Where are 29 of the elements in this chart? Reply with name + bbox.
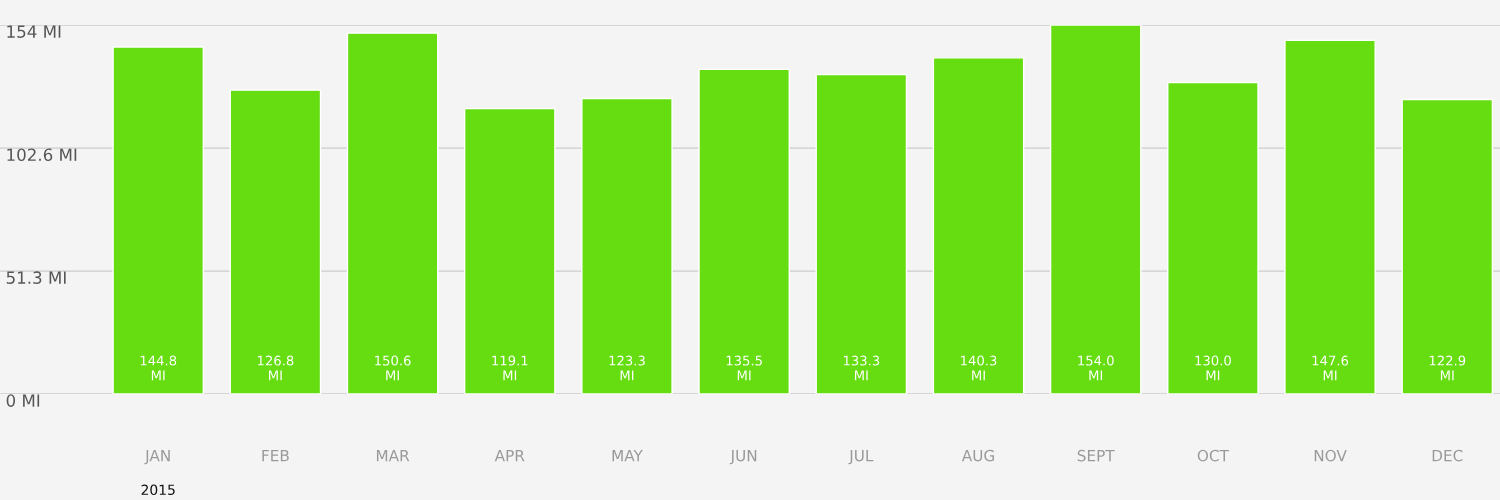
data-label: 133.3 MI bbox=[843, 355, 880, 381]
x-tick-label: OCT bbox=[1197, 449, 1229, 462]
data-label: 144.8 MI bbox=[140, 355, 177, 381]
data-label: 154.0 MI bbox=[1078, 355, 1114, 381]
x-tick-label: APR bbox=[494, 450, 525, 462]
x-tick-label: JUN bbox=[729, 450, 757, 465]
x-tick-label: MAY bbox=[612, 450, 643, 462]
data-label: 140.3 MI bbox=[961, 355, 997, 381]
x-tick-label: MAR bbox=[376, 450, 410, 462]
data-label: 119.1 MI bbox=[492, 355, 528, 381]
data-label: 130.0 MI bbox=[1195, 355, 1231, 381]
x-tick-label: JUL bbox=[848, 450, 874, 465]
y-tick-label: 0 MI bbox=[6, 394, 40, 407]
data-label: 150.6 MI bbox=[375, 355, 411, 381]
x-tick-label: NOV bbox=[1314, 449, 1347, 462]
data-label: 126.8 MI bbox=[257, 355, 294, 381]
x-tick-label: AUG bbox=[961, 449, 994, 462]
x-tick-label: FEB bbox=[262, 450, 289, 462]
x-tick-label: SEPT bbox=[1077, 449, 1115, 462]
y-tick-label: 51.3 MI bbox=[6, 271, 66, 284]
data-label: 147.6 MI bbox=[1312, 355, 1349, 381]
data-label: 123.3 MI bbox=[609, 355, 645, 381]
y-tick-label: 154 MI bbox=[7, 25, 61, 38]
y-tick-label: 102.6 MI bbox=[7, 148, 77, 162]
x-tick-label: JAN bbox=[144, 450, 170, 465]
x-tick-label: DEC bbox=[1432, 449, 1463, 462]
text: 2015 bbox=[141, 484, 175, 496]
data-label: 122.9 MI bbox=[1429, 355, 1466, 381]
data-label: 135.5 MI bbox=[726, 355, 762, 381]
